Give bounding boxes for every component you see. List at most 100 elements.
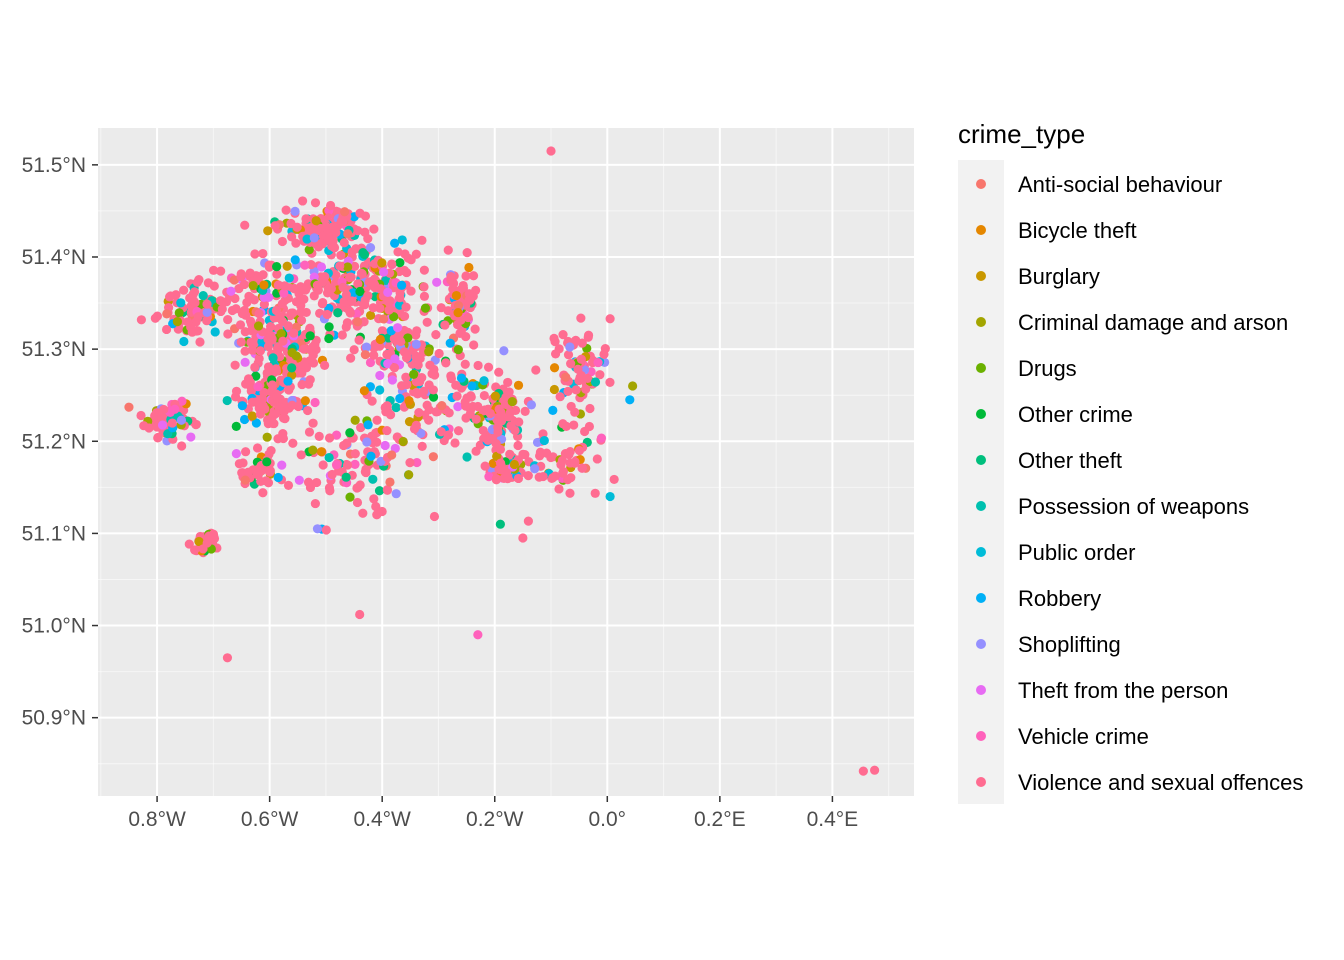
data-point bbox=[554, 484, 564, 494]
data-point bbox=[240, 357, 250, 367]
data-point bbox=[299, 344, 309, 354]
data-point bbox=[341, 472, 351, 482]
data-point bbox=[179, 336, 189, 347]
legend-key bbox=[976, 271, 986, 281]
data-point bbox=[387, 259, 397, 269]
data-point bbox=[398, 436, 408, 447]
data-point bbox=[320, 271, 330, 282]
data-point bbox=[324, 333, 334, 344]
data-point bbox=[308, 358, 319, 368]
data-point bbox=[345, 308, 355, 318]
data-point bbox=[216, 266, 226, 276]
data-point bbox=[490, 391, 501, 401]
data-point bbox=[359, 386, 369, 396]
data-point bbox=[436, 303, 446, 313]
legend-label: Bicycle theft bbox=[1018, 218, 1137, 243]
data-point bbox=[478, 425, 488, 436]
data-point bbox=[287, 348, 297, 358]
data-point bbox=[400, 249, 410, 259]
data-point bbox=[479, 376, 489, 386]
data-point bbox=[492, 451, 502, 461]
data-point bbox=[596, 433, 607, 443]
data-point bbox=[513, 440, 523, 451]
data-point bbox=[289, 284, 300, 294]
data-point bbox=[267, 380, 277, 390]
data-point bbox=[428, 392, 439, 402]
data-point bbox=[177, 396, 187, 406]
data-point bbox=[179, 285, 189, 295]
data-point bbox=[363, 291, 373, 301]
legend: crime_type Anti-social behaviour Bicycle … bbox=[958, 119, 1303, 804]
legend-title: crime_type bbox=[958, 119, 1085, 149]
data-point bbox=[316, 447, 327, 457]
data-point bbox=[392, 323, 403, 333]
data-point bbox=[353, 279, 363, 289]
legend-key bbox=[976, 409, 986, 419]
data-point bbox=[222, 395, 232, 406]
data-point bbox=[347, 296, 357, 306]
y-tick-label: 51.3°N bbox=[22, 338, 86, 361]
data-point bbox=[395, 258, 405, 268]
data-point bbox=[261, 476, 271, 486]
data-point bbox=[574, 375, 584, 386]
data-point bbox=[539, 435, 549, 446]
data-point bbox=[480, 461, 490, 471]
data-point bbox=[331, 430, 342, 440]
data-point bbox=[538, 471, 548, 482]
data-point bbox=[184, 539, 194, 549]
data-point bbox=[600, 343, 610, 354]
legend-key bbox=[976, 593, 986, 603]
data-point bbox=[415, 376, 425, 387]
data-point bbox=[576, 313, 586, 323]
data-point bbox=[455, 328, 465, 338]
x-axis: 0.8°W 0.6°W 0.4°W 0.2°W 0.0° 0.2°E 0.4°E bbox=[128, 796, 858, 831]
data-point bbox=[308, 418, 318, 428]
data-point bbox=[372, 415, 382, 425]
data-point bbox=[479, 390, 489, 401]
data-point bbox=[300, 285, 311, 295]
data-point bbox=[240, 475, 250, 485]
data-point bbox=[190, 545, 200, 555]
legend-label: Burglary bbox=[1018, 264, 1100, 289]
data-point bbox=[136, 410, 146, 421]
data-point bbox=[153, 432, 163, 442]
data-point bbox=[247, 345, 257, 355]
data-point bbox=[555, 392, 565, 402]
data-point bbox=[310, 198, 321, 208]
data-point-outlier bbox=[473, 630, 483, 640]
data-point bbox=[164, 292, 175, 302]
data-point bbox=[335, 261, 345, 271]
data-point-outlier bbox=[628, 381, 638, 391]
data-point bbox=[336, 250, 346, 260]
data-point bbox=[507, 397, 517, 407]
data-point bbox=[241, 310, 251, 320]
data-point bbox=[402, 379, 412, 390]
data-point bbox=[350, 261, 360, 271]
data-point bbox=[217, 304, 227, 314]
data-point bbox=[353, 482, 363, 493]
data-point-outlier bbox=[495, 519, 505, 529]
data-point bbox=[520, 406, 530, 416]
data-point bbox=[383, 359, 393, 369]
data-point bbox=[399, 311, 410, 321]
data-point bbox=[411, 339, 421, 349]
data-point bbox=[549, 384, 559, 395]
data-point bbox=[302, 234, 312, 244]
data-point bbox=[513, 380, 524, 390]
data-point bbox=[590, 377, 601, 387]
data-point bbox=[350, 459, 360, 469]
data-point bbox=[368, 474, 378, 484]
data-point bbox=[287, 400, 297, 410]
data-point bbox=[252, 443, 263, 453]
data-point-outlier bbox=[124, 402, 134, 412]
data-point bbox=[277, 460, 287, 470]
data-point bbox=[265, 467, 275, 477]
data-point bbox=[198, 291, 208, 301]
data-point bbox=[191, 420, 201, 430]
data-point bbox=[375, 303, 385, 313]
data-point bbox=[339, 207, 350, 217]
data-point bbox=[239, 279, 249, 290]
legend-label: Theft from the person bbox=[1018, 678, 1228, 703]
legend-key bbox=[976, 731, 986, 741]
data-point bbox=[243, 374, 254, 384]
